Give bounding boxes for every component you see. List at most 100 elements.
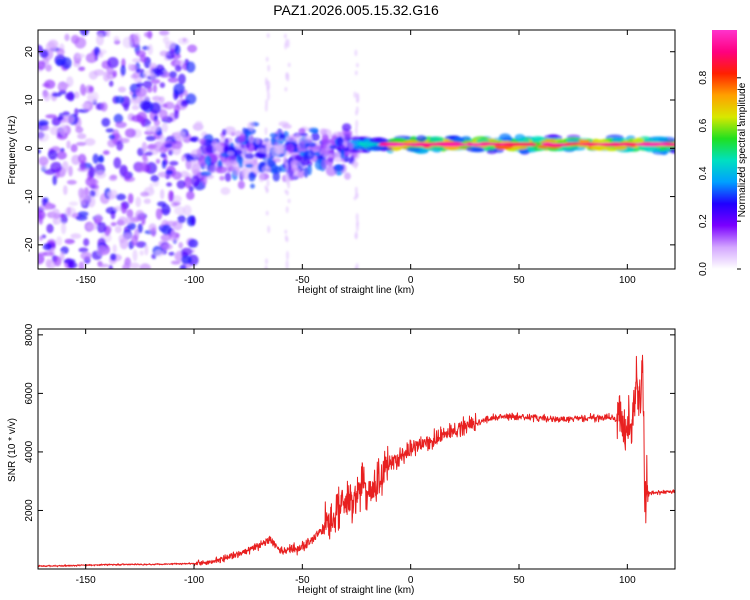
heatmap-blob xyxy=(178,242,184,249)
heatmap-blob xyxy=(176,180,186,189)
heatmap-blob xyxy=(144,244,149,256)
heatmap-blob xyxy=(181,255,192,265)
heatmap-blob xyxy=(286,73,290,82)
heatmap-blob xyxy=(120,137,130,144)
heatmap-blob xyxy=(217,159,223,168)
heatmap-blob xyxy=(355,92,359,99)
heatmap-blob xyxy=(161,243,173,251)
heatmap-blob xyxy=(252,158,258,164)
heatmap-blob xyxy=(564,142,581,146)
heatmap-blob xyxy=(53,256,62,267)
heatmap-blob xyxy=(135,196,142,208)
heatmap-blob xyxy=(85,52,98,64)
snr-ylabel: SNR (10 * v/v) xyxy=(7,418,18,482)
heatmap-blob xyxy=(79,193,88,206)
heatmap-blob xyxy=(245,140,251,149)
heatmap-blob xyxy=(222,128,227,136)
heatmap-blob xyxy=(191,215,196,226)
heatmap-blob xyxy=(167,77,179,83)
heatmap-blob xyxy=(55,58,64,67)
heatmap-blob xyxy=(308,127,319,133)
figure-title: PAZ1.2026.005.15.32.G16 xyxy=(273,2,439,18)
heatmap-blob xyxy=(150,175,160,182)
heatmap-blob xyxy=(160,234,172,242)
snr-xlabel: Height of straight line (km) xyxy=(298,585,415,596)
heatmap-blob xyxy=(152,84,157,93)
heatmap-blob xyxy=(171,229,176,240)
heatmap-blob xyxy=(161,160,167,169)
heatmap-blob xyxy=(160,189,165,200)
heatmap-blob xyxy=(355,119,359,129)
heatmap-blob xyxy=(47,39,59,50)
heatmap-blob xyxy=(499,133,512,141)
heatmap-blob xyxy=(191,175,200,187)
heatmap-blob xyxy=(355,110,358,116)
heatmap-blob xyxy=(56,151,67,160)
heatmap-blob xyxy=(266,179,270,187)
heatmap-blob xyxy=(182,204,192,216)
heatmap-blob xyxy=(38,60,46,71)
x-tick-label: -50 xyxy=(295,275,310,286)
heatmap-blob xyxy=(57,116,64,121)
heatmap-blob xyxy=(237,180,245,190)
heatmap-blob xyxy=(110,174,118,180)
heatmap-blob xyxy=(38,235,43,241)
heatmap-blob xyxy=(45,64,52,72)
heatmap-blob xyxy=(187,238,199,248)
heatmap-blob xyxy=(114,95,125,104)
heatmap-blob xyxy=(250,183,255,189)
heatmap-blob xyxy=(284,150,290,157)
heatmap-blob xyxy=(123,232,132,241)
heatmap-blob xyxy=(131,114,144,122)
heatmap-blob xyxy=(452,136,465,143)
heatmap-blob xyxy=(132,58,142,63)
heatmap-blob xyxy=(38,253,45,265)
heatmap-blob xyxy=(179,264,187,269)
heatmap-blob xyxy=(177,214,186,224)
heatmap-blob xyxy=(442,143,469,146)
heatmap-blob xyxy=(161,204,171,216)
heatmap-blob xyxy=(96,222,107,234)
heatmap-blob xyxy=(133,32,141,45)
heatmap-blob xyxy=(119,237,129,250)
heatmap-blob xyxy=(293,134,302,144)
x-tick-label: -50 xyxy=(295,575,310,586)
heatmap-blob xyxy=(144,151,153,156)
heatmap-blob xyxy=(224,126,236,135)
heatmap-blob xyxy=(194,120,203,127)
heatmap-blob xyxy=(264,157,268,164)
colorbar-label: Normalized spectral amplitude xyxy=(737,82,748,217)
heatmap-blob xyxy=(548,134,559,139)
heatmap-blob xyxy=(466,146,484,152)
heatmap-blob xyxy=(232,166,240,176)
heatmap-blob xyxy=(113,157,122,169)
heatmap-blob xyxy=(174,65,182,72)
heatmap-blob xyxy=(486,149,498,155)
heatmap-blob xyxy=(310,132,320,142)
heatmap-blob xyxy=(168,251,175,256)
y-tick-label: 0 xyxy=(24,145,35,151)
heatmap-blob xyxy=(38,156,49,166)
heatmap-blob xyxy=(147,44,153,56)
heatmap-blob xyxy=(266,145,270,151)
heatmap-blob xyxy=(143,198,151,204)
heatmap-blob xyxy=(247,136,255,144)
heatmap-blob xyxy=(186,190,195,200)
heatmap-blob xyxy=(86,95,97,101)
heatmap-blob xyxy=(147,144,156,150)
heatmap-blob xyxy=(314,151,320,157)
heatmap-blob xyxy=(476,138,490,144)
heatmap-blob xyxy=(600,143,623,147)
heatmap-blob xyxy=(81,102,90,109)
heatmap-blob xyxy=(237,153,242,162)
heatmap-blob xyxy=(266,159,276,167)
heatmap-blob xyxy=(101,117,111,127)
heatmap-blob xyxy=(356,219,359,227)
heatmap-blob xyxy=(77,211,89,217)
heatmap-blob xyxy=(187,44,198,53)
heatmap-blob xyxy=(611,137,623,143)
heatmap-blob xyxy=(265,56,269,62)
heatmap-blob xyxy=(89,178,99,186)
heatmap-blob xyxy=(242,127,247,135)
